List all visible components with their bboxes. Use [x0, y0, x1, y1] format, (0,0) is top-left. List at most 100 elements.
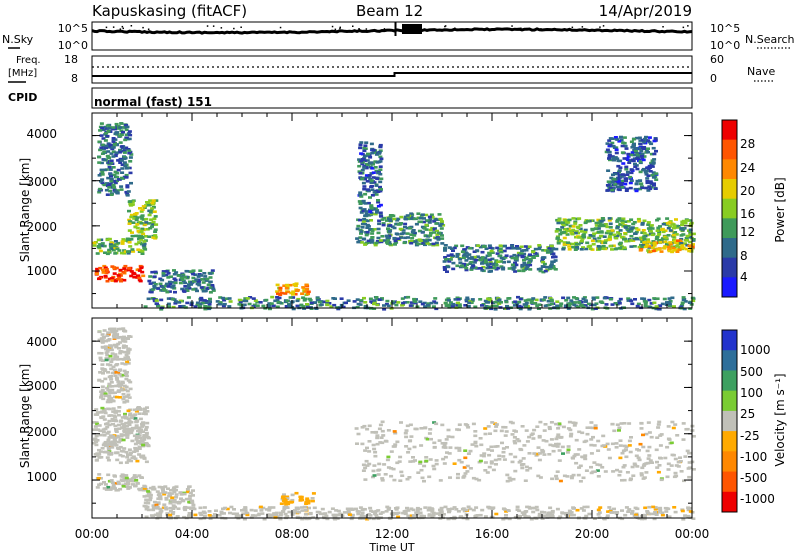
- velocity-cell: [118, 351, 123, 355]
- velocity-cell: [501, 425, 506, 429]
- velocity-cell: [119, 335, 124, 339]
- power-cell: [451, 261, 456, 265]
- power-cell: [494, 264, 499, 267]
- velocity-cell: [569, 476, 574, 480]
- power-cell: [301, 305, 306, 308]
- power-cell: [251, 305, 256, 308]
- velocity-cell: [115, 434, 120, 438]
- velocity-cell: [424, 459, 429, 463]
- power-cell: [567, 304, 571, 307]
- power-cell: [633, 187, 638, 191]
- freq-series: [92, 72, 692, 77]
- power-cell: [487, 251, 492, 255]
- power-cell: [676, 239, 680, 242]
- velocity-cell: [555, 445, 560, 448]
- velocity-cell: [580, 431, 585, 435]
- power-cell: [105, 184, 110, 188]
- power-cell: [411, 229, 416, 232]
- power-cell: [356, 240, 361, 244]
- power-cell: [456, 301, 460, 305]
- power-cell: [662, 297, 667, 301]
- velocity-cell: [187, 497, 192, 500]
- noise-search-point: [682, 26, 685, 29]
- velocity-cell: [590, 426, 595, 430]
- power-cell: [368, 228, 373, 231]
- power-cell: [620, 182, 625, 185]
- velocity-cell: [462, 474, 467, 478]
- velocity-cell: [513, 455, 518, 459]
- velocity-cell: [128, 453, 133, 456]
- velocity-cell: [187, 485, 192, 488]
- velocity-cell: [596, 475, 601, 478]
- velocity-cell: [190, 501, 195, 504]
- power-cell: [123, 264, 128, 268]
- power-cell: [528, 268, 533, 271]
- power-cell: [141, 232, 146, 236]
- velocity-cbar-tick-m500: -500: [740, 471, 767, 485]
- velocity-cell: [185, 490, 190, 494]
- power-cell: [359, 299, 364, 302]
- velocity-cell: [103, 377, 108, 381]
- power-cell: [114, 151, 119, 154]
- velocity-cell: [281, 495, 286, 498]
- power-cell: [628, 175, 633, 179]
- velocity-cell: [394, 508, 399, 511]
- velocity-cell: [666, 462, 671, 466]
- power-cell: [333, 297, 337, 300]
- velocity-cell: [126, 487, 131, 490]
- noise-search-point: [142, 26, 144, 29]
- power-cell: [153, 234, 158, 237]
- power-cell: [647, 298, 652, 302]
- velocity-cell: [158, 510, 163, 514]
- velocity-cell: [504, 430, 509, 433]
- power-cell: [514, 259, 519, 262]
- velocity-cell: [187, 515, 192, 519]
- velocity-cell: [598, 506, 603, 509]
- power-cell: [360, 222, 365, 226]
- freq-left-tick-top: 18: [64, 53, 78, 66]
- power-cell: [394, 232, 399, 235]
- power-cell: [608, 297, 613, 301]
- power-cell: [374, 169, 379, 173]
- velocity-cell: [591, 435, 595, 439]
- velocity-cell: [653, 511, 658, 514]
- velocity-cell: [551, 449, 556, 453]
- velocity-cell: [145, 421, 150, 425]
- power-cell: [369, 179, 374, 182]
- power-cell: [446, 297, 451, 300]
- power-cell: [183, 281, 188, 285]
- power-cell: [574, 230, 579, 233]
- velocity-cell: [268, 515, 273, 518]
- velocity-cell: [412, 445, 417, 449]
- power-cell: [654, 305, 659, 308]
- velocity-cell: [547, 453, 552, 456]
- velocity-cell: [658, 434, 663, 437]
- velocity-cell: [315, 517, 320, 521]
- velocity-cell: [537, 436, 542, 439]
- power-cell: [362, 149, 367, 153]
- velocity-cell: [123, 372, 128, 376]
- power-cell: [416, 212, 421, 215]
- power-cell: [221, 304, 226, 308]
- power-cell: [401, 229, 406, 232]
- power-cell: [365, 232, 370, 236]
- power-cell: [543, 304, 548, 308]
- power-cell: [634, 230, 639, 234]
- power-cell: [480, 269, 485, 272]
- power-cell: [107, 127, 112, 130]
- power-cell: [180, 278, 185, 281]
- power-cell: [111, 166, 116, 169]
- power-cell: [640, 231, 645, 234]
- power-cell: [615, 234, 620, 238]
- power-cell: [605, 148, 610, 152]
- velocity-cell: [131, 455, 136, 458]
- velocity-cell: [124, 474, 129, 477]
- power-cell: [529, 301, 534, 304]
- power-cell: [159, 308, 164, 311]
- velocity-cell: [281, 510, 286, 513]
- power-cell: [200, 287, 205, 291]
- velocity-cell: [406, 514, 411, 518]
- power-cell: [372, 302, 376, 306]
- velocity-colorbar-segment: [722, 330, 737, 351]
- velocity-cell: [114, 419, 119, 423]
